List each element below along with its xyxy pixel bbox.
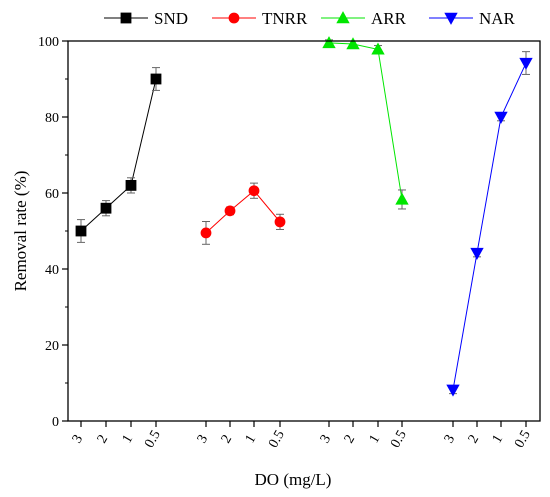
x-tick-label: 2 [342, 432, 358, 446]
x-tick-label: 0.5 [388, 428, 410, 451]
data-point [100, 202, 112, 214]
x-tick-label: 0.5 [142, 428, 164, 451]
legend-item-snd: SND [104, 9, 188, 28]
data-point [322, 36, 336, 49]
series-line [205, 190, 281, 234]
legend-label: TNRR [262, 9, 308, 28]
data-point [125, 179, 137, 191]
legend-marker [336, 11, 350, 24]
x-tick-label: 3 [70, 432, 86, 446]
series-line [80, 78, 157, 232]
data-point [494, 111, 508, 124]
series-tnrr [200, 182, 286, 245]
legend-label: NAR [479, 9, 516, 28]
data-point [446, 384, 460, 397]
x-tick-label: 3 [318, 432, 334, 446]
x-axis-title: DO (mg/L) [255, 470, 332, 489]
data-point [395, 192, 409, 205]
x-tick-label: 1 [367, 432, 383, 446]
data-point [371, 42, 385, 55]
plot-frame [67, 40, 541, 422]
data-point [346, 37, 360, 50]
legend-marker [120, 12, 132, 24]
data-point [519, 57, 533, 70]
y-axis-title: Removal rate (%) [11, 171, 30, 292]
x-tick-label: 2 [466, 432, 482, 446]
legend-item-nar: NAR [429, 9, 516, 28]
y-tick-label: 100 [38, 35, 59, 50]
legend-label: SND [154, 9, 188, 28]
data-point [470, 247, 484, 260]
data-point [150, 73, 162, 85]
x-tick-label: 3 [195, 432, 211, 446]
y-tick-label: 80 [45, 111, 59, 126]
x-tick-label: 1 [490, 432, 506, 446]
y-tick-label: 60 [45, 187, 59, 202]
series-line [452, 62, 527, 390]
legend-marker [228, 12, 240, 24]
y-tick-label: 0 [52, 415, 59, 430]
legend: SND TNRR ARR NAR [104, 9, 516, 28]
x-tick-label: 0.5 [266, 428, 288, 451]
legend-marker [444, 12, 458, 25]
x-tick-label: 2 [219, 432, 235, 446]
legend-label: ARR [371, 9, 407, 28]
series-arr [322, 36, 409, 210]
x-tick-label: 3 [442, 432, 458, 446]
y-tick-label: 40 [45, 263, 59, 278]
series-line [328, 42, 403, 200]
series-snd [75, 67, 162, 243]
legend-item-tnrr: TNRR [212, 9, 308, 28]
x-tick-label: 0.5 [512, 428, 534, 451]
x-tick-label: 1 [120, 432, 136, 446]
data-point [200, 227, 212, 239]
plot-area [75, 36, 533, 397]
x-tick-label: 1 [243, 432, 259, 446]
data-point [75, 225, 87, 237]
x-tick-label: 2 [95, 432, 111, 446]
data-point [224, 205, 236, 217]
data-point [248, 185, 260, 197]
series-nar [446, 51, 533, 397]
legend-item-arr: ARR [321, 9, 407, 28]
y-tick-label: 20 [45, 339, 59, 354]
data-point [274, 216, 286, 228]
